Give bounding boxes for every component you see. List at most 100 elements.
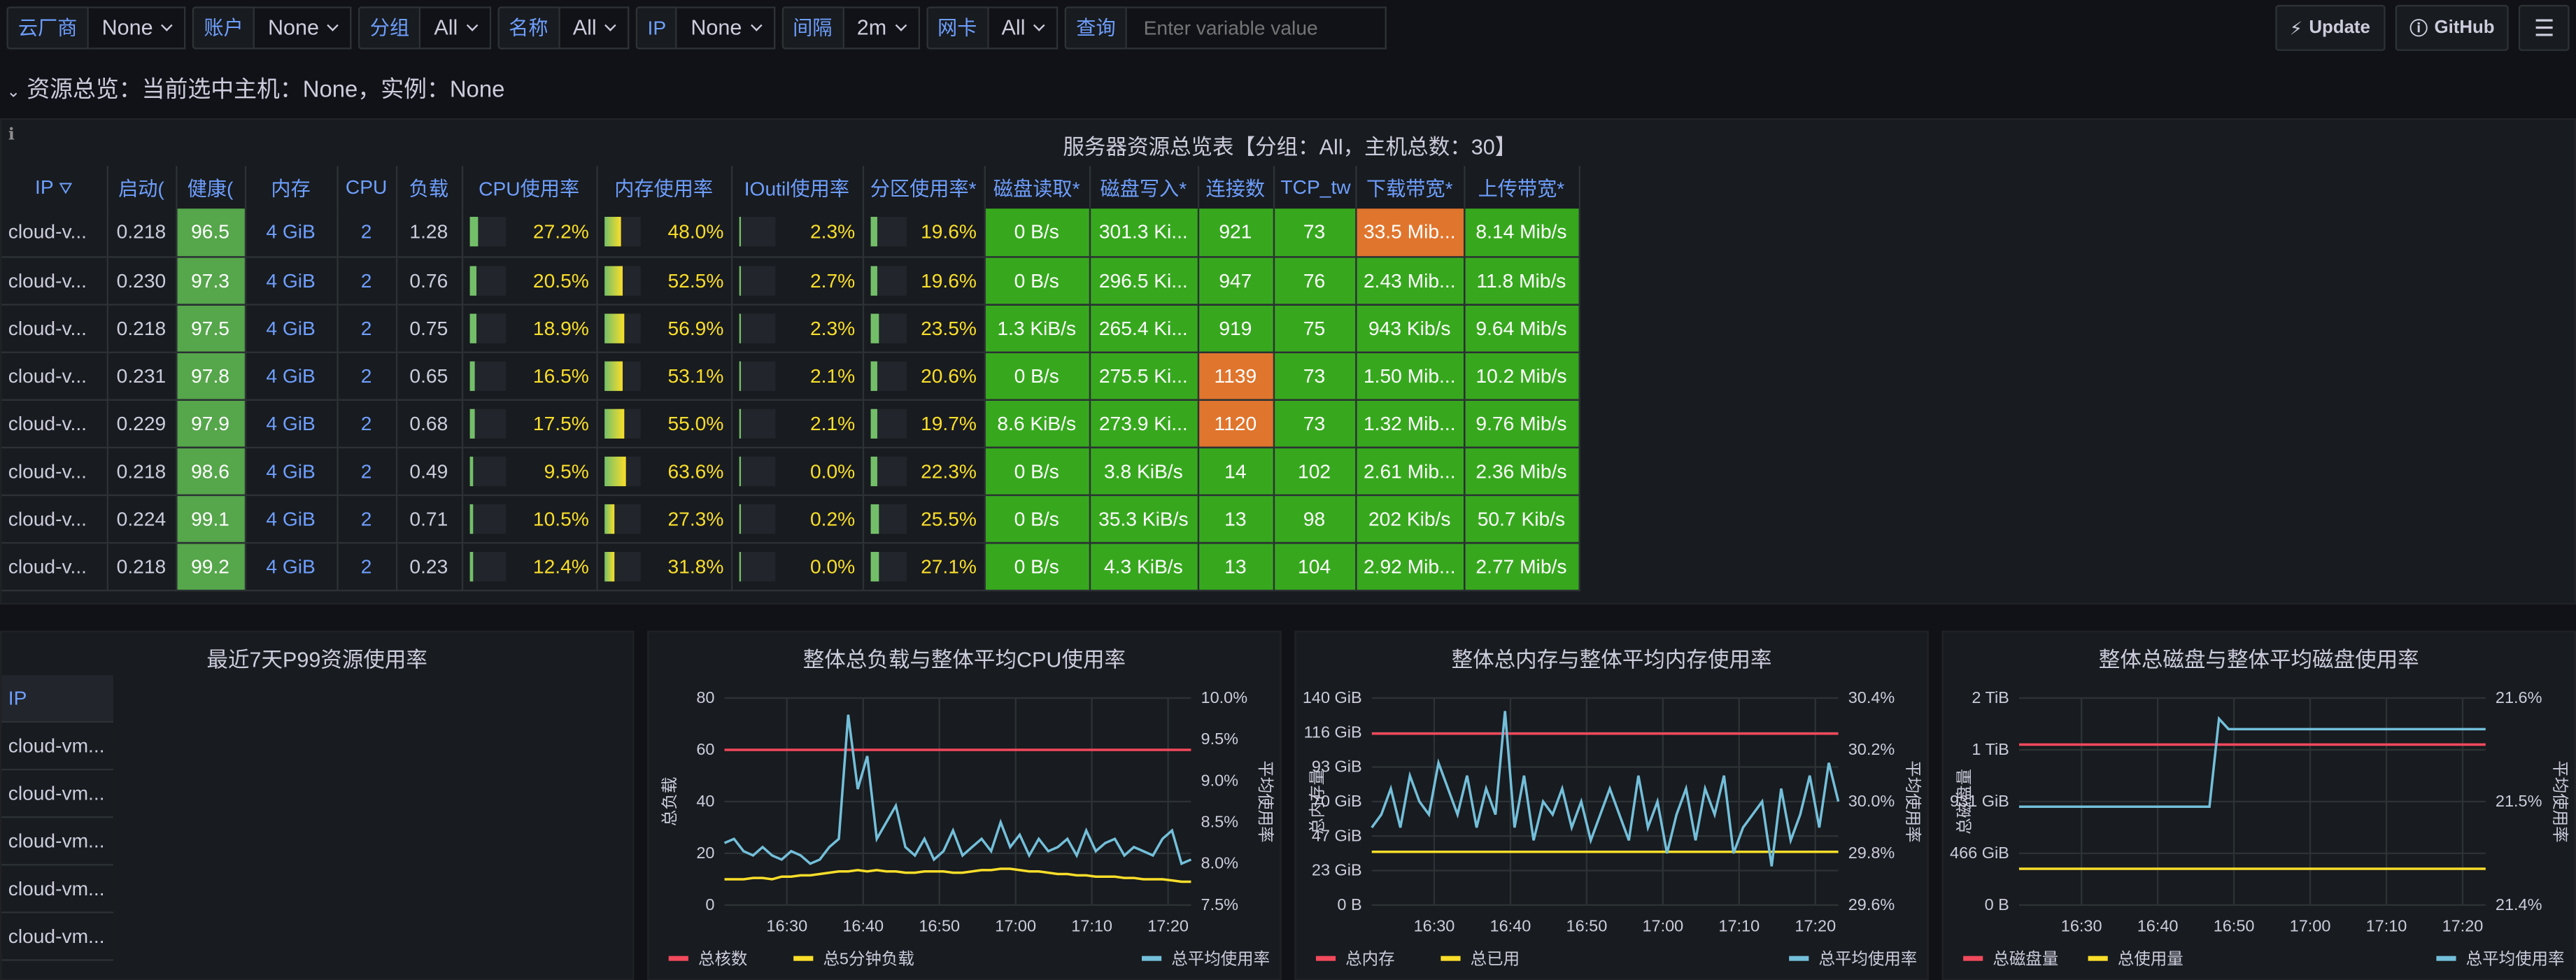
- disk-read-cell: 1.3 KiB/s: [984, 304, 1091, 353]
- list-item[interactable]: cloud-vm...: [1, 770, 114, 818]
- column-header[interactable]: 健康(: [176, 166, 246, 209]
- variable-select[interactable]: None: [677, 6, 775, 50]
- part-usage-cell: 19.7%: [862, 399, 985, 448]
- x-tick-label: 17:20: [1147, 916, 1189, 935]
- table-row[interactable]: cloud-v... 0.230 97.3 4 GiB 2 0.76 20.5%…: [1, 256, 1580, 305]
- legend-swatch: [2436, 956, 2456, 961]
- legend-label[interactable]: 总磁盘量: [1993, 949, 2058, 967]
- conn-cell: 1139: [1197, 351, 1275, 400]
- update-button[interactable]: ⚡ Update: [2274, 5, 2386, 51]
- column-header[interactable]: 连接数: [1197, 166, 1275, 209]
- cpu-cell: 2: [337, 399, 397, 448]
- ip-cell[interactable]: cloud-v...: [1, 446, 108, 495]
- legend-label[interactable]: 总平均使用率: [1171, 949, 1270, 967]
- column-header[interactable]: 内存使用率: [596, 166, 733, 209]
- series-line: [723, 714, 1192, 866]
- table-row[interactable]: cloud-v... 0.231 97.8 4 GiB 2 0.65 16.5%…: [1, 351, 1580, 400]
- y-tick-label: 1 TiB: [1972, 740, 2009, 758]
- filter-icon[interactable]: ⛛: [59, 180, 73, 199]
- disk-read-cell: 0 B/s: [984, 351, 1091, 400]
- part-usage-cell: 23.5%: [862, 304, 985, 353]
- mem-cell: 4 GiB: [244, 494, 338, 544]
- variable-label: 分组: [358, 6, 421, 50]
- column-header[interactable]: 负载: [395, 166, 463, 209]
- table-row[interactable]: cloud-v... 0.218 99.2 4 GiB 2 0.23 12.4%…: [1, 541, 1580, 591]
- legend-label[interactable]: 总已用: [1471, 949, 1520, 967]
- health-cell: 97.5: [176, 304, 246, 353]
- upload-cell: 2.36 Mib/s: [1464, 446, 1580, 495]
- ip-cell[interactable]: cloud-v...: [1, 304, 108, 353]
- y-tick-label: 80: [696, 688, 714, 706]
- variable-select[interactable]: All: [988, 6, 1059, 50]
- start-cell: 0.218: [106, 541, 177, 591]
- row-title[interactable]: ⌄ 资源总览：当前选中主机：None，实例：None: [6, 76, 505, 102]
- list-item[interactable]: cloud-vm...: [1, 818, 114, 866]
- column-header[interactable]: 启动(: [106, 166, 177, 209]
- start-cell: 0.224: [106, 494, 177, 544]
- start-cell: 0.230: [106, 256, 177, 305]
- legend-label[interactable]: 总平均使用率: [1818, 949, 1917, 967]
- legend-label[interactable]: 总使用量: [2118, 949, 2184, 967]
- disk-write-cell: 265.4 Ki...: [1089, 304, 1199, 353]
- column-header[interactable]: CPU使用率: [461, 166, 597, 209]
- table-row[interactable]: cloud-v... 0.218 97.5 4 GiB 2 0.75 18.9%…: [1, 304, 1580, 353]
- conn-cell: 13: [1197, 494, 1275, 544]
- cpu-cell: 2: [337, 446, 397, 495]
- ip-cell[interactable]: cloud-v...: [1, 208, 108, 257]
- table-row[interactable]: cloud-v... 0.218 96.5 4 GiB 2 1.28 27.2%…: [1, 208, 1580, 257]
- y2-tick-label: 30.0%: [1848, 792, 1895, 810]
- github-button[interactable]: ⓘ GitHub: [2395, 5, 2510, 51]
- column-header[interactable]: 下载带宽*: [1355, 166, 1465, 209]
- column-header[interactable]: 上传带宽*: [1464, 166, 1580, 209]
- x-tick-label: 16:50: [919, 916, 960, 935]
- conn-cell: 921: [1197, 208, 1275, 257]
- ip-cell[interactable]: cloud-v...: [1, 399, 108, 448]
- column-header[interactable]: IOutil使用率: [730, 166, 863, 209]
- io-usage-cell: 2.1%: [730, 399, 863, 448]
- y2-axis-label: 平均使用率: [2551, 760, 2569, 842]
- p99-header[interactable]: IP: [1, 675, 114, 723]
- gauge-bar: [603, 313, 640, 343]
- info-icon[interactable]: ℹ: [8, 126, 15, 145]
- upload-cell: 9.64 Mib/s: [1464, 304, 1580, 353]
- disk-read-cell: 0 B/s: [984, 208, 1091, 257]
- column-header[interactable]: 内存: [244, 166, 338, 209]
- x-tick-label: 17:10: [1071, 916, 1112, 935]
- legend-label[interactable]: 总核数: [698, 949, 747, 967]
- variable-select[interactable]: All: [420, 6, 491, 50]
- upload-cell: 9.76 Mib/s: [1464, 399, 1580, 448]
- variable-select[interactable]: 2m: [843, 6, 920, 50]
- ip-cell[interactable]: cloud-v...: [1, 494, 108, 544]
- query-input[interactable]: [1127, 6, 1387, 50]
- variable-select[interactable]: None: [255, 6, 352, 50]
- list-item[interactable]: cloud-vm...: [1, 865, 114, 914]
- legend-label[interactable]: 总内存: [1345, 949, 1394, 967]
- table-row[interactable]: cloud-v... 0.224 99.1 4 GiB 2 0.71 10.5%…: [1, 494, 1580, 544]
- column-header[interactable]: 磁盘写入*: [1089, 166, 1199, 209]
- x-tick-label: 17:00: [1642, 916, 1683, 935]
- y-tick-label: 931 GiB: [1950, 792, 2009, 810]
- menu-button[interactable]: ☰: [2519, 5, 2570, 51]
- x-tick-label: 16:50: [2214, 916, 2255, 935]
- variable-select[interactable]: All: [559, 6, 630, 50]
- variable-select[interactable]: None: [88, 6, 186, 50]
- gauge-bar: [870, 503, 907, 533]
- ip-cell[interactable]: cloud-v...: [1, 256, 108, 305]
- table-row[interactable]: cloud-v... 0.229 97.9 4 GiB 2 0.68 17.5%…: [1, 399, 1580, 448]
- chevron-down-icon: [1033, 20, 1045, 31]
- column-header[interactable]: 磁盘读取*: [984, 166, 1091, 209]
- legend-label[interactable]: 总平均使用率: [2466, 949, 2565, 967]
- x-tick-label: 17:00: [995, 916, 1036, 935]
- column-header[interactable]: IP ⛛: [1, 166, 108, 209]
- ip-cell[interactable]: cloud-v...: [1, 351, 108, 400]
- tcptw-cell: 98: [1273, 494, 1357, 544]
- legend-label[interactable]: 总5分钟负载: [823, 949, 914, 967]
- list-item[interactable]: cloud-vm...: [1, 913, 114, 961]
- table-row[interactable]: cloud-v... 0.218 98.6 4 GiB 2 0.49 9.5% …: [1, 446, 1580, 495]
- column-header[interactable]: CPU: [337, 166, 397, 209]
- column-header[interactable]: 分区使用率*: [862, 166, 985, 209]
- y2-tick-label: 30.4%: [1848, 688, 1895, 706]
- list-item[interactable]: cloud-vm...: [1, 723, 114, 771]
- column-header[interactable]: TCP_tw: [1273, 166, 1357, 209]
- ip-cell[interactable]: cloud-v...: [1, 541, 108, 591]
